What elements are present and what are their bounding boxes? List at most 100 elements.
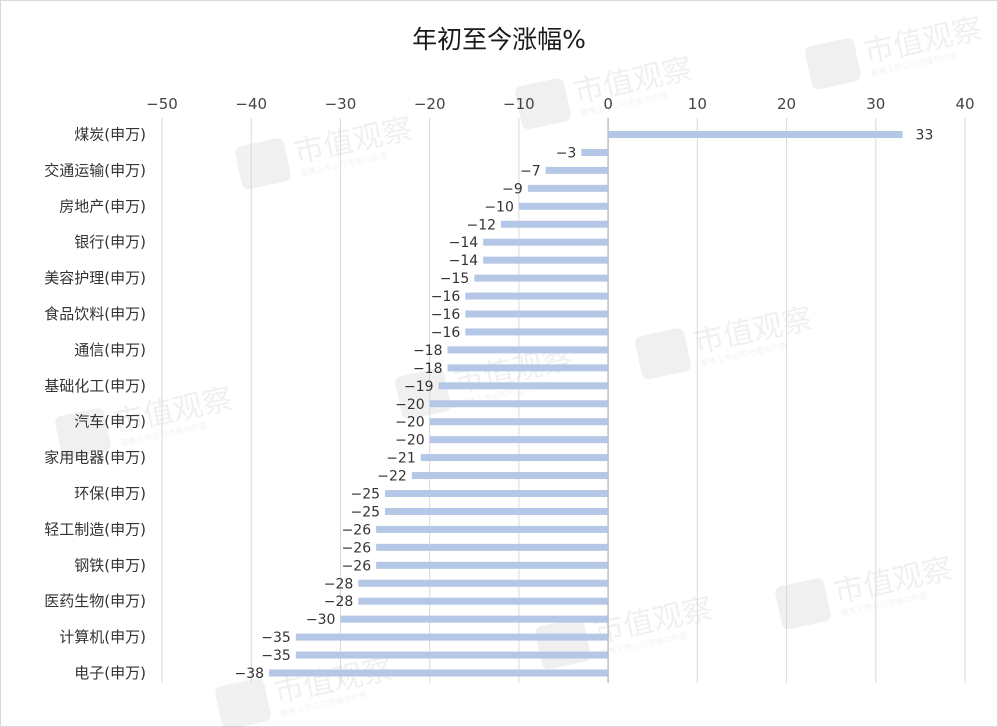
category-labels: 煤炭(申万) 交通运输(申万) 房地产(申万) 银行(申万) 美容护理(申万) 食品饮料(… <box>44 126 146 683</box>
data-label: −25 <box>351 487 381 503</box>
data-label: −9 <box>502 181 523 197</box>
data-label: −7 <box>520 163 541 179</box>
data-label: −20 <box>395 433 425 449</box>
category-label: 通信(申万) <box>74 341 146 359</box>
bar <box>447 346 609 354</box>
data-label: −28 <box>324 594 354 610</box>
data-label: −26 <box>342 540 372 556</box>
watermark-icon <box>55 408 111 460</box>
x-tick-labels: −50 −40 −30 −20 −10 0 10 20 30 40 <box>146 95 974 113</box>
x-tick-label: −20 <box>414 95 446 113</box>
bar <box>358 579 609 587</box>
bar <box>474 274 609 282</box>
watermark-icon <box>635 328 691 380</box>
category-label: 钢铁(申万) <box>74 556 146 574</box>
data-label: −12 <box>466 217 496 233</box>
category-label: 计算机(申万) <box>59 628 146 646</box>
category-label: 食品饮料(申万) <box>44 305 146 323</box>
bar <box>465 328 609 336</box>
bar <box>545 166 609 174</box>
data-label: −18 <box>413 343 443 359</box>
bar <box>420 454 609 462</box>
bar <box>376 561 609 569</box>
category-label: 交通运输(申万) <box>44 161 146 179</box>
bar <box>429 418 609 426</box>
category-label: 房地产(申万) <box>59 197 146 215</box>
bar <box>465 310 609 318</box>
bar <box>527 184 609 192</box>
x-tick-label: 10 <box>688 95 707 113</box>
category-label: 煤炭(申万) <box>74 126 146 144</box>
data-label: −28 <box>324 576 354 592</box>
x-tick-label: −40 <box>235 95 267 113</box>
data-label: −14 <box>449 235 479 251</box>
category-label: 家用电器(申万) <box>44 449 146 467</box>
data-label: −20 <box>395 397 425 413</box>
data-label: −20 <box>395 415 425 431</box>
category-label: 轻工制造(申万) <box>44 520 146 538</box>
category-label: 电子(申万) <box>74 664 146 682</box>
data-label: −25 <box>351 504 381 520</box>
data-label: −3 <box>556 145 577 161</box>
bar <box>385 507 609 515</box>
data-label: −35 <box>261 630 291 646</box>
bar <box>483 238 609 246</box>
data-label: −16 <box>431 289 461 305</box>
gridlines <box>161 118 966 683</box>
bar <box>447 364 609 372</box>
x-tick-label: 30 <box>866 95 885 113</box>
bar <box>376 543 609 551</box>
chart-title: 年初至今涨幅% <box>412 25 586 54</box>
category-label: 基础化工(申万) <box>44 377 146 395</box>
bar <box>411 472 609 480</box>
data-label: −30 <box>306 612 336 628</box>
watermark-icon <box>535 618 591 670</box>
bar <box>518 202 609 210</box>
bar <box>608 131 903 138</box>
data-label: −15 <box>440 271 470 287</box>
bar <box>429 400 609 408</box>
data-label: −14 <box>449 253 479 269</box>
x-tick-label: 0 <box>603 95 613 113</box>
watermark-icon <box>775 578 831 630</box>
watermark-icon <box>235 138 291 190</box>
bar <box>376 525 609 533</box>
bar <box>465 292 609 300</box>
x-tick-label: −10 <box>503 95 535 113</box>
bar <box>501 220 609 228</box>
x-tick-label: −30 <box>325 95 357 113</box>
data-label: 33 <box>916 128 934 144</box>
data-label: −22 <box>377 469 407 485</box>
category-label: 美容护理(申万) <box>44 269 146 287</box>
bar <box>581 148 609 156</box>
category-label: 银行(申万) <box>74 233 146 251</box>
data-label: −21 <box>386 451 416 467</box>
category-label: 医药生物(申万) <box>44 592 146 610</box>
x-tick-label: 40 <box>955 95 974 113</box>
data-label: −18 <box>413 361 443 377</box>
data-label: −26 <box>342 522 372 538</box>
category-label: 汽车(申万) <box>74 413 146 431</box>
bar <box>295 633 609 641</box>
bar <box>295 651 609 659</box>
bar <box>269 669 609 677</box>
bar <box>385 490 609 497</box>
bar <box>429 436 609 444</box>
watermark-icon <box>515 78 571 130</box>
watermark-icon <box>805 38 861 90</box>
data-label: −19 <box>404 379 434 395</box>
data-label: −26 <box>342 558 372 574</box>
bar <box>340 615 609 623</box>
data-label: −35 <box>261 648 291 664</box>
data-label: −16 <box>431 325 461 341</box>
bar <box>438 382 609 390</box>
bars <box>269 131 903 677</box>
x-tick-label: −50 <box>146 95 178 113</box>
